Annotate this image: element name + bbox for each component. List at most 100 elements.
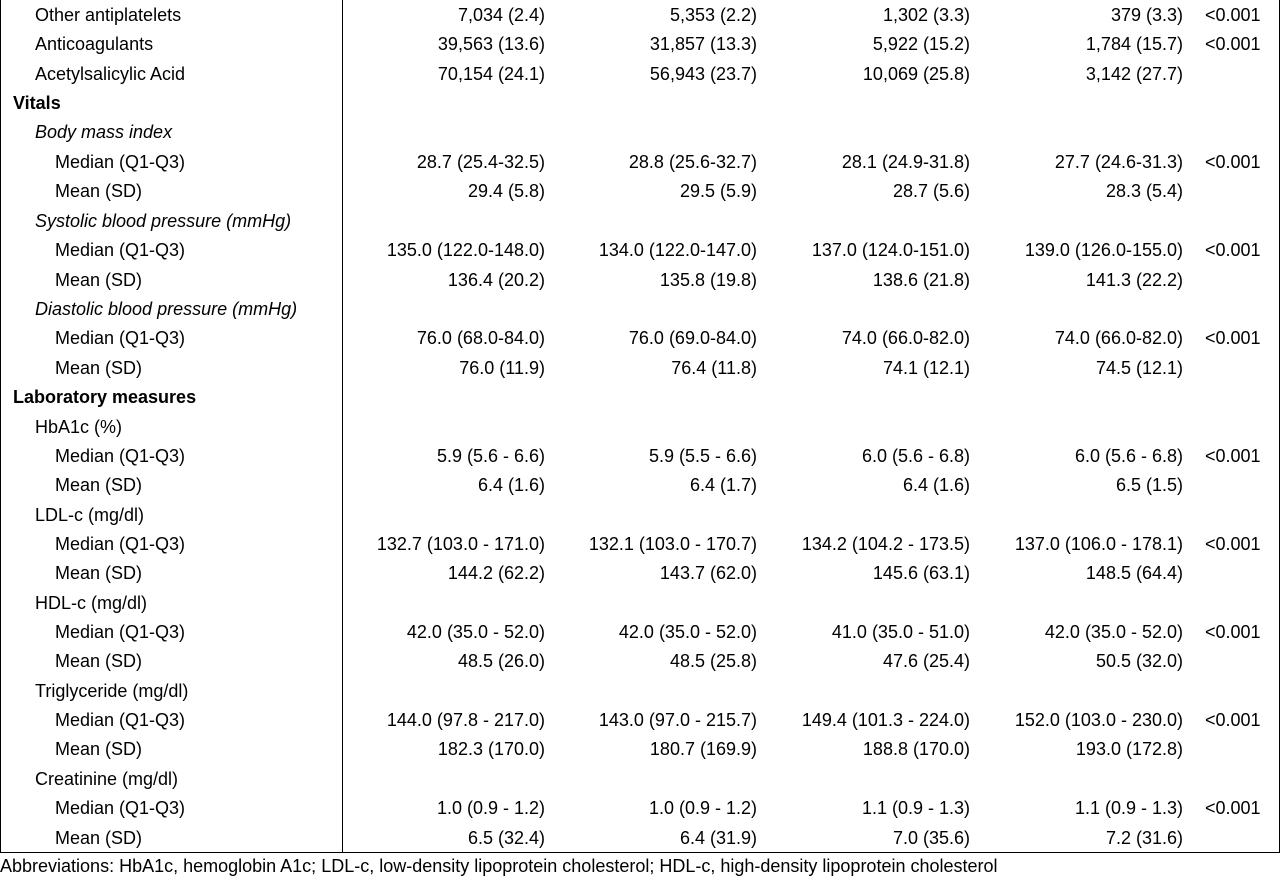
value-cell-col3: 5,922 (15.2): [872, 34, 970, 54]
value-cell-col4: 27.7 (24.6-31.3): [1054, 152, 1183, 172]
table-footnote: Abbreviations: HbA1c, hemoglobin A1c; LD…: [0, 856, 998, 876]
value-cell-col4: 50.5 (32.0): [1095, 651, 1183, 671]
table-row: Median (Q1-Q3) 5.9 (5.6 - 6.6) 5.9 (5.5 - …: [1, 446, 1280, 475]
table-row: Mean (SD) 6.4 (1.6) 6.4 (1.7) 6.4 (1.6) 6.5 …: [1, 475, 1280, 504]
table-row: Median (Q1-Q3) 132.7 (103.0 - 171.0) 132.1…: [1, 534, 1280, 563]
value-cell-col3: 138.6 (21.8): [872, 270, 970, 290]
row-label: Median (Q1-Q3): [55, 240, 186, 260]
table-row: Median (Q1-Q3) 135.0 (122.0-148.0) 134.0 (…: [1, 240, 1280, 269]
row-label: Median (Q1-Q3): [55, 446, 186, 466]
value-cell-col3: 1.1 (0.9 - 1.3): [861, 798, 970, 818]
row-label: Body mass index: [35, 122, 173, 142]
value-cell-col2: 56,943 (23.7): [649, 64, 757, 84]
row-label: Median (Q1-Q3): [55, 534, 186, 554]
subheader-row: LDL-c (mg/dl): [1, 505, 1280, 534]
value-cell-col1: 182.3 (170.0): [437, 739, 545, 759]
row-label: Mean (SD): [55, 270, 143, 290]
value-cell-col1: 28.7 (25.4-32.5): [416, 152, 545, 172]
value-cell-col2: 31,857 (13.3): [649, 34, 757, 54]
value-cell-col4: 42.0 (35.0 - 52.0): [1044, 622, 1183, 642]
table-row: Mean (SD) 182.3 (170.0) 180.7 (169.9) 188.8…: [1, 739, 1280, 768]
row-label: HbA1c (%): [35, 417, 123, 437]
row-label: Creatinine (mg/dl): [35, 769, 179, 789]
value-cell-col2: 76.0 (69.0-84.0): [628, 328, 757, 348]
table-row: Median (Q1-Q3) 28.7 (25.4-32.5) 28.8 (25.6…: [1, 152, 1280, 181]
p-value-cell: <0.001: [1205, 152, 1261, 172]
value-cell-col2: 29.5 (5.9): [679, 181, 757, 201]
row-label: Mean (SD): [55, 181, 143, 201]
value-cell-col3: 47.6 (25.4): [882, 651, 970, 671]
table-row: Acetylsalicylic Acid 70,154 (24.1) 56,943 …: [1, 64, 1280, 93]
table-row: Median (Q1-Q3) 144.0 (97.8 - 217.0) 143.0 …: [1, 710, 1280, 739]
value-cell-col4: 141.3 (22.2): [1085, 270, 1183, 290]
table-row: Median (Q1-Q3) 42.0 (35.0 - 52.0) 42.0 (35…: [1, 622, 1280, 651]
value-cell-col4: 148.5 (64.4): [1085, 563, 1183, 583]
value-cell-col1: 132.7 (103.0 - 171.0): [376, 534, 545, 554]
value-cell-col4: 152.0 (103.0 - 230.0): [1014, 710, 1183, 730]
value-cell-col4: 6.0 (5.6 - 6.8): [1074, 446, 1183, 466]
value-cell-col4: 1.1 (0.9 - 1.3): [1074, 798, 1183, 818]
p-value-cell: <0.001: [1205, 798, 1261, 818]
row-label: Mean (SD): [55, 651, 143, 671]
p-value-cell: <0.001: [1205, 240, 1261, 260]
table-row: Median (Q1-Q3) 1.0 (0.9 - 1.2) 1.0 (0.9 - …: [1, 798, 1280, 827]
value-cell-col1: 135.0 (122.0-148.0): [386, 240, 545, 260]
row-label: LDL-c (mg/dl): [35, 505, 145, 525]
row-label: Mean (SD): [55, 475, 143, 495]
row-label: Median (Q1-Q3): [55, 328, 186, 348]
value-cell-col2: 134.0 (122.0-147.0): [598, 240, 757, 260]
section-header-row: Vitals: [1, 93, 1280, 122]
value-cell-col3: 7.0 (35.6): [892, 828, 970, 848]
value-cell-col2: 132.1 (103.0 - 170.7): [588, 534, 757, 554]
value-cell-col3: 74.1 (12.1): [882, 358, 970, 378]
value-cell-col1: 1.0 (0.9 - 1.2): [436, 798, 545, 818]
p-value-cell: <0.001: [1205, 328, 1261, 348]
row-label: Median (Q1-Q3): [55, 710, 186, 730]
row-label: Median (Q1-Q3): [55, 152, 186, 172]
value-cell-col1: 144.2 (62.2): [447, 563, 545, 583]
value-cell-col4: 137.0 (106.0 - 178.1): [1014, 534, 1183, 554]
value-cell-col2: 135.8 (19.8): [659, 270, 757, 290]
value-cell-col1: 39,563 (13.6): [437, 34, 545, 54]
p-value-cell: <0.001: [1205, 622, 1261, 642]
value-cell-col1: 76.0 (11.9): [459, 358, 545, 378]
table-row: Mean (SD) 136.4 (20.2) 135.8 (19.8) 138.6 (…: [1, 270, 1280, 299]
value-cell-col2: 180.7 (169.9): [649, 739, 757, 759]
table-row: Other antiplatelets 7,034 (2.4) 5,353 (2.2…: [1, 5, 1280, 34]
data-table: Other antiplatelets 7,034 (2.4) 5,353 (2.2…: [0, 0, 1280, 853]
row-label: Anticoagulants: [35, 34, 154, 54]
value-cell-col1: 5.9 (5.6 - 6.6): [436, 446, 545, 466]
table-row: Mean (SD) 76.0 (11.9) 76.4 (11.8) 74.1 (12.…: [1, 358, 1280, 387]
value-cell-col4: 1,784 (15.7): [1085, 34, 1183, 54]
value-cell-col4: 193.0 (172.8): [1075, 739, 1183, 759]
value-cell-col2: 6.4 (1.7): [689, 475, 757, 495]
row-label: Mean (SD): [55, 358, 143, 378]
value-cell-col1: 42.0 (35.0 - 52.0): [406, 622, 545, 642]
value-cell-col3: 28.1 (24.9-31.8): [841, 152, 970, 172]
p-value-cell: <0.001: [1205, 34, 1261, 54]
value-cell-col4: 6.5 (1.5): [1115, 475, 1183, 495]
section-header-row: Laboratory measures: [1, 387, 1280, 416]
row-label: Mean (SD): [55, 828, 143, 848]
value-cell-col2: 1.0 (0.9 - 1.2): [648, 798, 757, 818]
row-label: Diastolic blood pressure (mmHg): [35, 299, 298, 319]
row-label: Median (Q1-Q3): [55, 798, 186, 818]
table-row: Median (Q1-Q3) 76.0 (68.0-84.0) 76.0 (69.0…: [1, 328, 1280, 357]
row-label: Laboratory measures: [13, 387, 197, 407]
value-cell-col1: 29.4 (5.8): [467, 181, 545, 201]
table-row: Mean (SD) 6.5 (32.4) 6.4 (31.9) 7.0 (35.6) 7…: [1, 828, 1280, 857]
row-label: Triglyceride (mg/dl): [35, 681, 189, 701]
value-cell-col3: 188.8 (170.0): [862, 739, 970, 759]
value-cell-col3: 149.4 (101.3 - 224.0): [801, 710, 970, 730]
value-cell-col4: 379 (3.3): [1110, 5, 1183, 25]
value-cell-col2: 42.0 (35.0 - 52.0): [618, 622, 757, 642]
value-cell-col4: 74.5 (12.1): [1095, 358, 1183, 378]
value-cell-col1: 6.4 (1.6): [477, 475, 545, 495]
value-cell-col2: 76.4 (11.8): [671, 358, 757, 378]
subheader-row: Triglyceride (mg/dl): [1, 681, 1280, 710]
table-row: Mean (SD) 29.4 (5.8) 29.5 (5.9) 28.7 (5.6) 2…: [1, 181, 1280, 210]
value-cell-col1: 6.5 (32.4): [467, 828, 545, 848]
value-cell-col3: 74.0 (66.0-82.0): [841, 328, 970, 348]
value-cell-col2: 5.9 (5.5 - 6.6): [648, 446, 757, 466]
subheader-row: Creatinine (mg/dl): [1, 769, 1280, 798]
